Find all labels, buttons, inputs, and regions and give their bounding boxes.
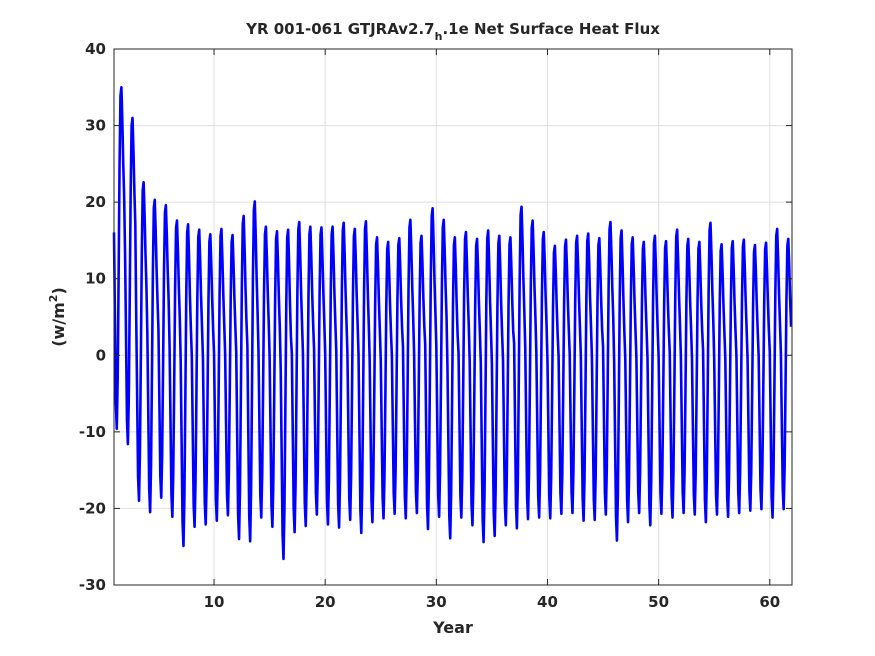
x-tick-label: 50: [648, 593, 669, 611]
y-tick-label: 30: [85, 117, 106, 135]
y-tick-label: -10: [79, 423, 106, 441]
x-axis-label: Year: [432, 618, 473, 637]
series-layer: [112, 85, 793, 561]
y-tick-labels: -30 -20 -10 0 10 20 30 40: [79, 40, 106, 594]
x-tick-label: 20: [315, 593, 336, 611]
y-tick-label: 20: [85, 193, 106, 211]
plot-frame: [113, 48, 793, 586]
y-tick-label: 0: [96, 346, 106, 364]
y-tick-label: -20: [79, 499, 106, 517]
x-tick-label: 30: [426, 593, 447, 611]
chart-title: YR 001-061 GTJRAv2.7h.1e Net Surface Hea…: [245, 20, 660, 43]
x-tick-label: 60: [759, 593, 780, 611]
y-tick-label: 40: [85, 40, 106, 58]
x-tick-label: 40: [537, 593, 558, 611]
y-tick-label: 10: [85, 270, 106, 288]
series-line: [112, 85, 793, 561]
x-tick-label: 10: [204, 593, 225, 611]
y-tick-label: -30: [79, 576, 106, 594]
y-axis-label: (w/m2): [47, 287, 68, 347]
tick-marks: [114, 48, 792, 586]
x-tick-labels: 10 20 30 40 50 60: [204, 593, 781, 611]
